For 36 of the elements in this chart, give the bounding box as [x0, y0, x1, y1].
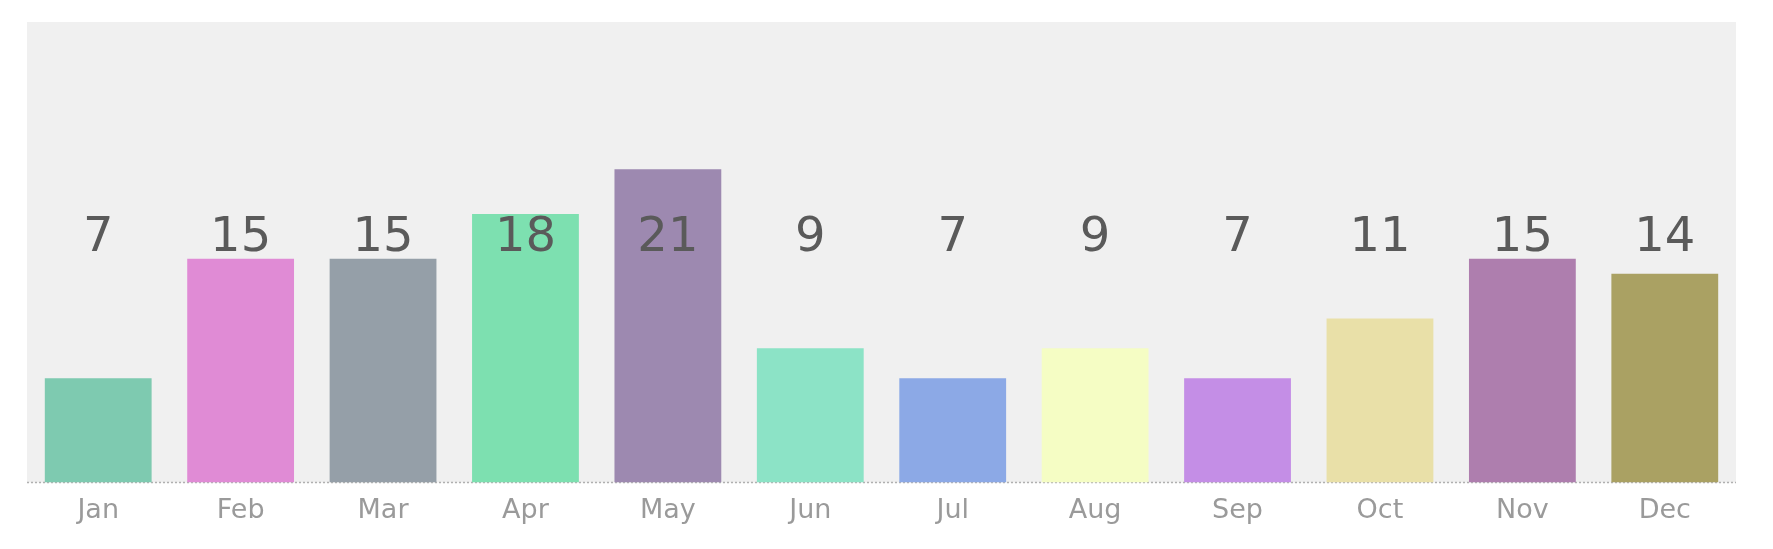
bar: [1468, 258, 1576, 483]
bar: [1041, 348, 1149, 483]
data-label: 15: [1491, 205, 1553, 262]
bar: [1184, 378, 1291, 483]
x-tick-label: Dec: [1638, 492, 1691, 524]
data-label: 9: [1079, 205, 1111, 262]
x-tick-label: Feb: [216, 492, 265, 524]
data-label: 7: [1222, 205, 1253, 262]
data-label: 7: [937, 205, 968, 262]
x-tick-label: Sep: [1212, 492, 1263, 524]
x-tick-label: Aug: [1068, 492, 1122, 524]
data-label: 15: [210, 205, 272, 262]
bar: [472, 214, 579, 483]
bar: [44, 378, 152, 483]
data-label: 21: [637, 205, 699, 262]
bar: [1326, 318, 1434, 483]
x-tick-label: Jul: [934, 492, 969, 524]
x-tick-label: Oct: [1356, 492, 1404, 524]
bar: [1611, 273, 1719, 483]
bar: [329, 258, 437, 483]
bar: [614, 169, 722, 483]
x-tick-label: Jan: [75, 492, 120, 524]
data-label: 7: [82, 205, 114, 262]
bar: [756, 348, 864, 483]
data-label: 11: [1349, 205, 1411, 262]
data-label: 18: [494, 205, 556, 262]
bar: [899, 378, 1007, 483]
x-tick-label: May: [639, 492, 696, 524]
x-tick-label: Nov: [1496, 492, 1549, 524]
data-label: 9: [795, 205, 826, 262]
bar: [187, 258, 295, 483]
x-tick-label: Mar: [357, 492, 410, 524]
data-label: 15: [352, 205, 414, 262]
data-label: 14: [1634, 205, 1696, 262]
x-tick-label: Apr: [502, 492, 550, 524]
x-tick-label: Jun: [787, 492, 832, 524]
